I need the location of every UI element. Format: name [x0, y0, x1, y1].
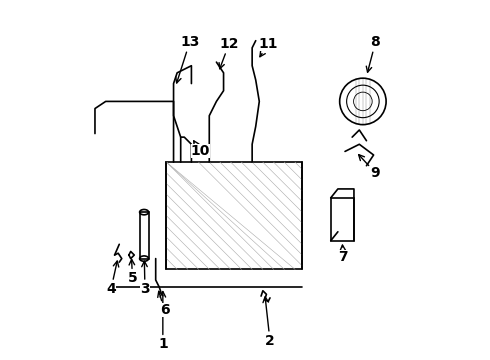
Bar	[140, 212, 148, 258]
Text: 8: 8	[367, 36, 380, 72]
Text: 1: 1	[158, 292, 168, 351]
Text: 3: 3	[140, 261, 150, 296]
Text: 13: 13	[176, 36, 199, 83]
Bar	[331, 198, 354, 241]
Text: 11: 11	[258, 37, 278, 57]
Text: 7: 7	[339, 245, 348, 264]
Text: 5: 5	[127, 259, 137, 285]
Text: 2: 2	[263, 297, 275, 348]
Text: 10: 10	[191, 141, 210, 158]
Text: 4: 4	[106, 261, 119, 296]
Text: 12: 12	[219, 37, 239, 69]
Text: 9: 9	[359, 154, 380, 180]
Text: 6: 6	[158, 291, 170, 318]
